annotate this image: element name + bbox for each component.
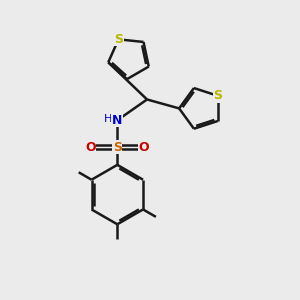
Text: O: O — [139, 140, 149, 154]
Text: H: H — [103, 114, 112, 124]
Text: N: N — [112, 114, 122, 127]
Text: S: S — [113, 140, 122, 154]
Text: S: S — [114, 33, 123, 46]
Text: O: O — [85, 140, 96, 154]
Text: S: S — [213, 89, 222, 102]
